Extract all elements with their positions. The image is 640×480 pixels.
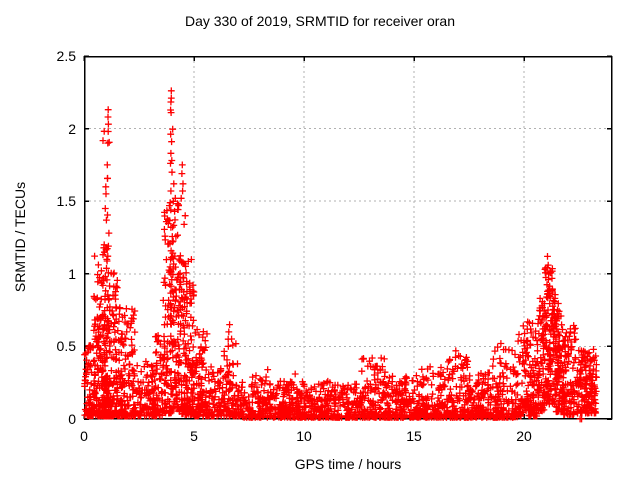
x-tick-label: 15 [406,428,422,444]
x-tick-label: 20 [516,428,532,444]
x-axis-label: GPS time / hours [294,456,402,472]
y-tick-label: 2 [68,120,76,137]
data-point-square [97,413,103,419]
y-tick-label: 1 [68,265,76,282]
x-tick-label: 10 [296,428,312,444]
x-tick-label: 5 [190,428,198,444]
chart-title: Day 330 of 2019, SRMTID for receiver ora… [184,13,455,29]
grid-lines [84,56,612,419]
y-tick-label: 0.5 [56,338,76,355]
y-tick-label: 2.5 [56,48,76,64]
y-tick-label: 1.5 [56,193,76,210]
y-tick-label: 0 [68,411,76,427]
data-points [81,87,600,423]
x-tick-label: 0 [80,428,88,444]
data-point-square [413,413,419,419]
